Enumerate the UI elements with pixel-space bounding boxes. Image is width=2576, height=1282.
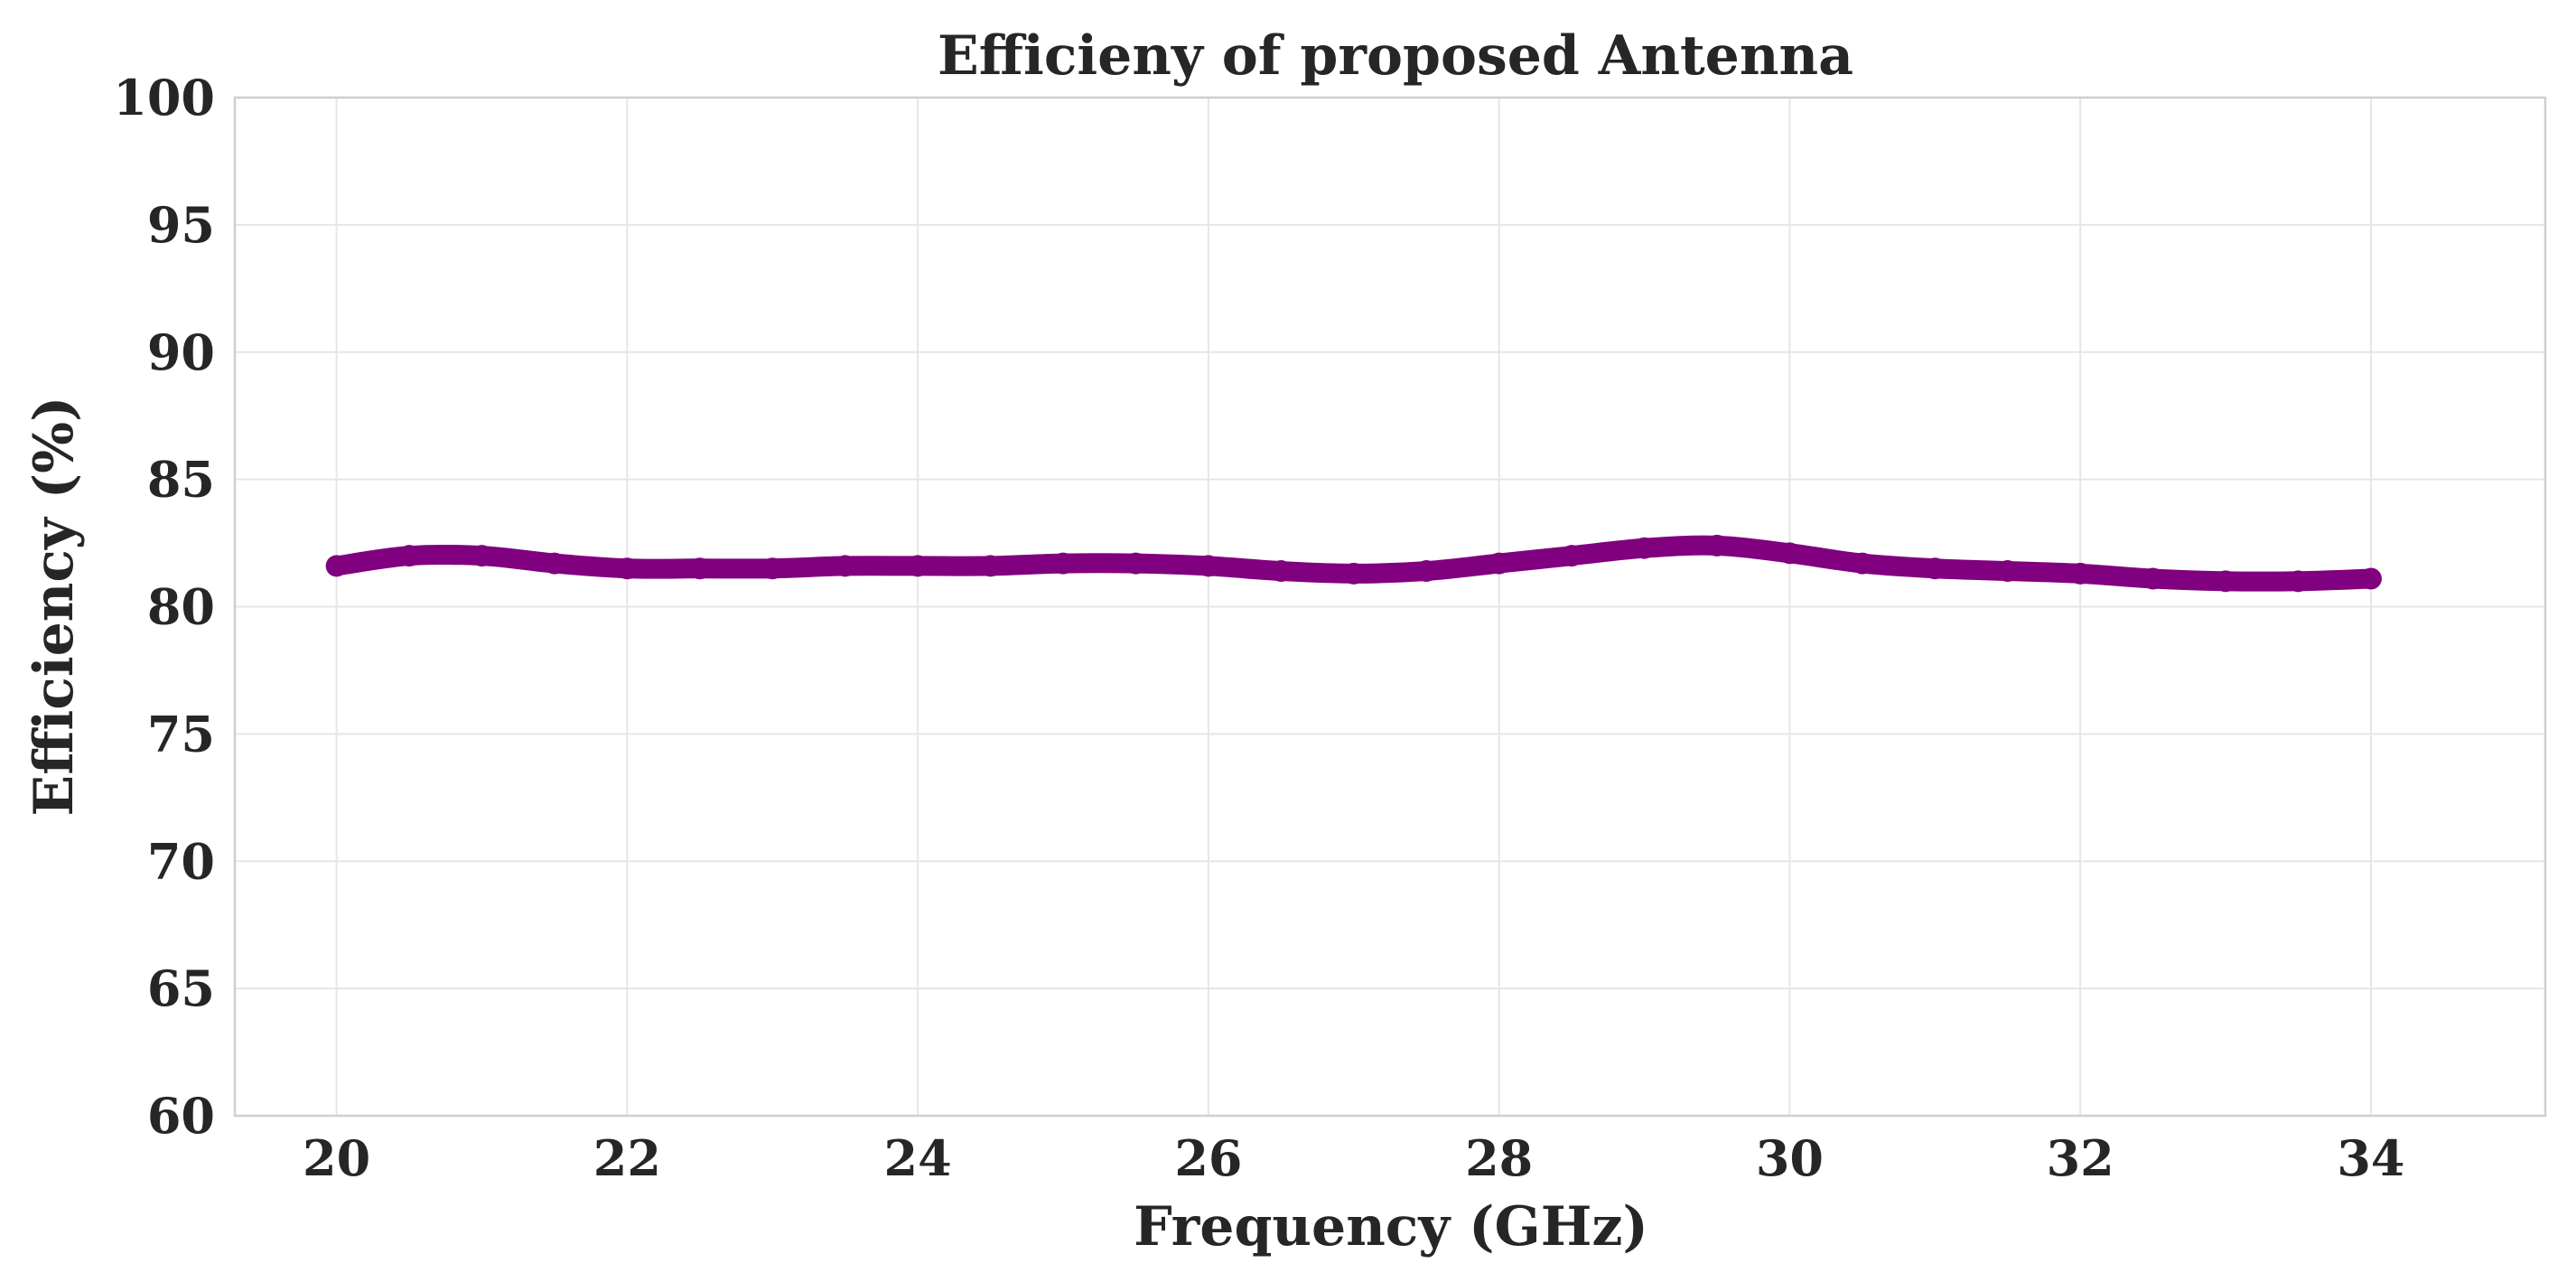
efficiency-data-point — [1924, 557, 1946, 580]
y-axis-label: Efficiency (%) — [23, 397, 86, 817]
efficiency-data-point — [398, 545, 421, 567]
grid-layer — [235, 97, 2545, 1117]
y-tick-label: 85 — [147, 451, 215, 509]
x-tick-label: 32 — [2047, 1129, 2114, 1187]
y-tick-label: 100 — [113, 69, 215, 126]
efficiency-data-point — [1561, 545, 1583, 567]
y-tick-label: 90 — [147, 323, 215, 381]
x-tick-label: 34 — [2337, 1129, 2404, 1187]
efficiency-data-point — [471, 545, 493, 567]
efficiency-data-point — [2142, 567, 2164, 590]
efficiency-data-point — [688, 557, 711, 580]
efficiency-data-point — [1778, 542, 1801, 565]
plot-frame — [233, 96, 2547, 1118]
efficiency-data-point — [979, 555, 1002, 577]
y-tick-label: 75 — [147, 705, 215, 763]
efficiency-data-point — [1488, 552, 1510, 575]
efficiency-data-point — [1270, 560, 1293, 583]
y-tick-label: 80 — [147, 578, 215, 636]
x-tick-label: 24 — [884, 1129, 952, 1187]
y-tick-label: 65 — [147, 959, 215, 1017]
tick-layer: 20 22 24 26 28 30 32 34 60 65 70 75 80 85 90 95 100 — [113, 69, 2404, 1187]
y-tick-label: 95 — [147, 196, 215, 254]
y-tick-label: 70 — [147, 832, 215, 890]
efficiency-data-point — [1633, 537, 1656, 559]
efficiency-data-point — [761, 557, 784, 580]
x-tick-label: 26 — [1174, 1129, 1242, 1187]
efficiency-data-point — [907, 555, 929, 577]
efficiency-data-point — [1342, 562, 1365, 585]
efficiency-data-point — [1705, 534, 1728, 557]
x-tick-label: 28 — [1465, 1129, 1533, 1187]
y-tick-label: 60 — [147, 1087, 215, 1145]
x-tick-label: 22 — [593, 1129, 661, 1187]
x-axis-label: Frequency (GHz) — [1134, 1195, 1648, 1259]
efficiency-data-point — [834, 555, 856, 577]
chart-title: Efficieny of proposed Antenna — [938, 24, 1853, 88]
x-tick-label: 30 — [1756, 1129, 1824, 1187]
series-layer — [325, 534, 2382, 593]
efficiency-data-point — [325, 555, 348, 577]
efficiency-data-point — [543, 552, 565, 575]
efficiency-data-point — [1197, 555, 1219, 577]
efficiency-data-point — [2069, 562, 2092, 585]
efficiency-data-point — [616, 557, 639, 580]
efficiency-data-point — [1415, 560, 1438, 583]
x-tick-label: 20 — [303, 1129, 370, 1187]
efficiency-data-point — [2215, 570, 2237, 593]
efficiency-data-point — [1851, 552, 1873, 575]
efficiency-data-point — [1125, 552, 1147, 575]
efficiency-data-point — [1052, 552, 1075, 575]
efficiency-data-point — [2359, 567, 2382, 590]
efficiency-data-point — [2287, 570, 2310, 593]
efficiency-data-point — [1996, 560, 2019, 583]
